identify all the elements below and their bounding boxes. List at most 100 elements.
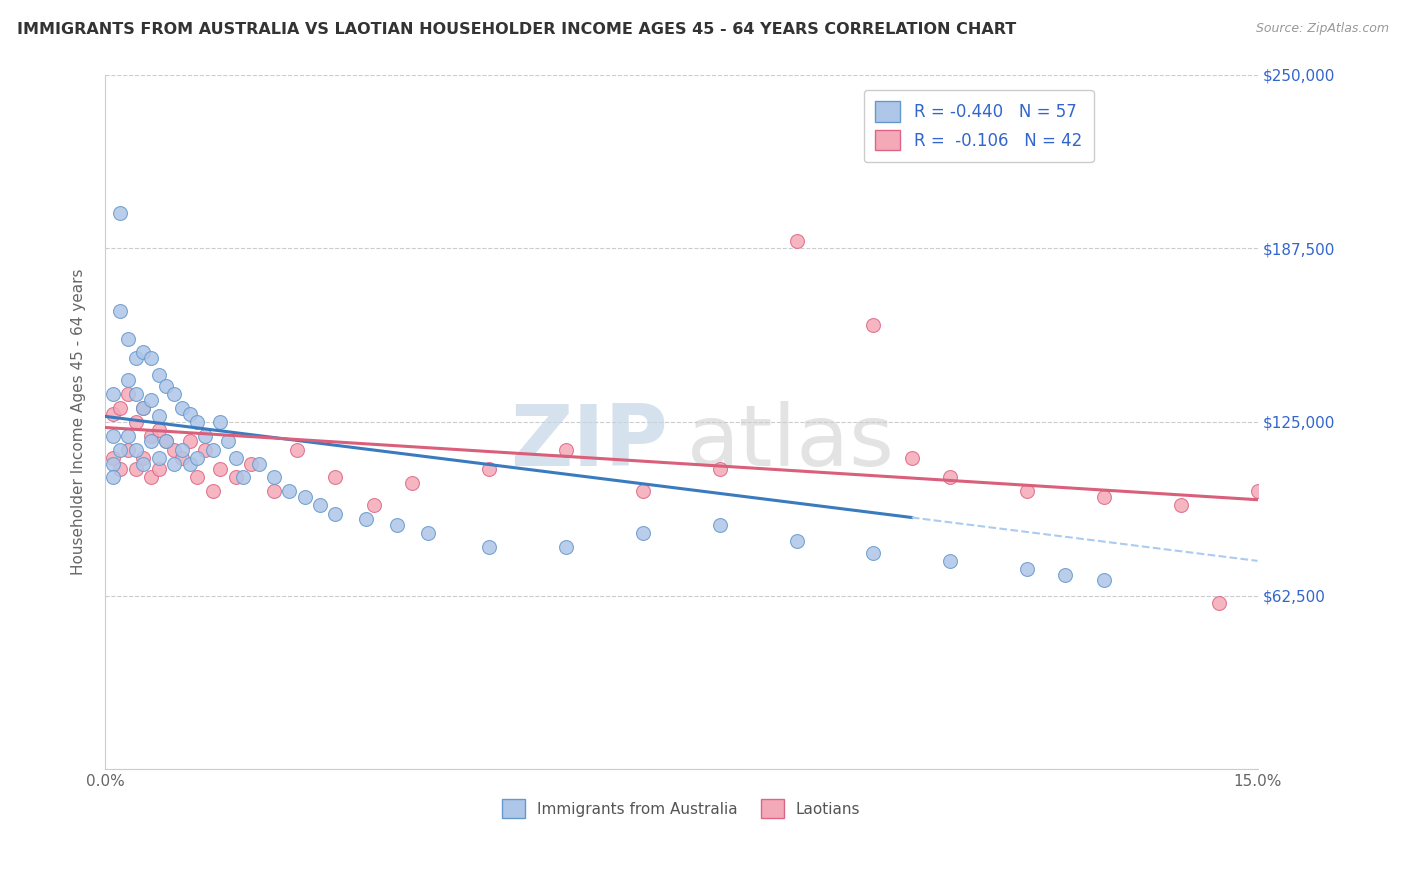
Point	[170, 401, 193, 415]
Y-axis label: Householder Income Ages 45 - 64 years: Householder Income Ages 45 - 64 years	[72, 268, 86, 575]
Point	[225, 450, 247, 465]
Point	[163, 442, 186, 457]
Point	[709, 462, 731, 476]
Point	[385, 517, 408, 532]
Point	[132, 345, 155, 359]
Point	[148, 368, 170, 382]
Point	[163, 457, 186, 471]
Point	[132, 450, 155, 465]
Point	[709, 517, 731, 532]
Point	[786, 534, 808, 549]
Point	[862, 318, 884, 332]
Point	[1208, 596, 1230, 610]
Point	[148, 423, 170, 437]
Point	[1092, 574, 1115, 588]
Text: IMMIGRANTS FROM AUSTRALIA VS LAOTIAN HOUSEHOLDER INCOME AGES 45 - 64 YEARS CORRE: IMMIGRANTS FROM AUSTRALIA VS LAOTIAN HOU…	[17, 22, 1017, 37]
Point	[225, 470, 247, 484]
Point	[155, 434, 177, 449]
Point	[101, 387, 124, 401]
Point	[363, 498, 385, 512]
Point	[125, 442, 148, 457]
Point	[285, 442, 308, 457]
Point	[117, 442, 139, 457]
Point	[209, 415, 232, 429]
Point	[101, 429, 124, 443]
Point	[139, 434, 162, 449]
Point	[139, 429, 162, 443]
Point	[125, 387, 148, 401]
Point	[163, 387, 186, 401]
Point	[631, 484, 654, 499]
Point	[186, 415, 208, 429]
Point	[1092, 490, 1115, 504]
Point	[179, 457, 201, 471]
Point	[194, 442, 217, 457]
Point	[148, 462, 170, 476]
Point	[139, 351, 162, 365]
Point	[209, 462, 232, 476]
Point	[125, 462, 148, 476]
Point	[155, 378, 177, 392]
Legend: Immigrants from Australia, Laotians: Immigrants from Australia, Laotians	[496, 793, 866, 824]
Point	[478, 540, 501, 554]
Point	[278, 484, 301, 499]
Point	[117, 387, 139, 401]
Point	[1246, 484, 1268, 499]
Point	[186, 470, 208, 484]
Point	[148, 409, 170, 424]
Point	[555, 442, 578, 457]
Point	[186, 450, 208, 465]
Point	[401, 476, 423, 491]
Point	[110, 401, 132, 415]
Point	[247, 457, 270, 471]
Point	[170, 450, 193, 465]
Point	[125, 351, 148, 365]
Point	[101, 450, 124, 465]
Point	[110, 206, 132, 220]
Point	[786, 234, 808, 248]
Point	[325, 507, 347, 521]
Point	[117, 373, 139, 387]
Point	[1015, 562, 1038, 576]
Point	[1015, 484, 1038, 499]
Point	[232, 470, 254, 484]
Point	[939, 470, 962, 484]
Point	[939, 554, 962, 568]
Point	[139, 470, 162, 484]
Point	[101, 457, 124, 471]
Point	[862, 545, 884, 559]
Point	[900, 450, 922, 465]
Text: Source: ZipAtlas.com: Source: ZipAtlas.com	[1256, 22, 1389, 36]
Point	[101, 407, 124, 421]
Point	[132, 401, 155, 415]
Point	[1054, 567, 1077, 582]
Point	[325, 470, 347, 484]
Point	[309, 498, 332, 512]
Point	[110, 462, 132, 476]
Point	[194, 429, 217, 443]
Point	[110, 442, 132, 457]
Point	[170, 442, 193, 457]
Point	[555, 540, 578, 554]
Point	[294, 490, 316, 504]
Text: atlas: atlas	[686, 401, 894, 484]
Point	[117, 429, 139, 443]
Point	[263, 484, 285, 499]
Point	[132, 457, 155, 471]
Point	[125, 415, 148, 429]
Point	[117, 332, 139, 346]
Point	[354, 512, 377, 526]
Point	[240, 457, 263, 471]
Point	[217, 434, 239, 449]
Point	[263, 470, 285, 484]
Point	[1170, 498, 1192, 512]
Point	[132, 401, 155, 415]
Point	[101, 470, 124, 484]
Point	[155, 434, 177, 449]
Text: ZIP: ZIP	[510, 401, 668, 484]
Point	[179, 434, 201, 449]
Point	[110, 303, 132, 318]
Point	[148, 450, 170, 465]
Point	[201, 484, 224, 499]
Point	[179, 407, 201, 421]
